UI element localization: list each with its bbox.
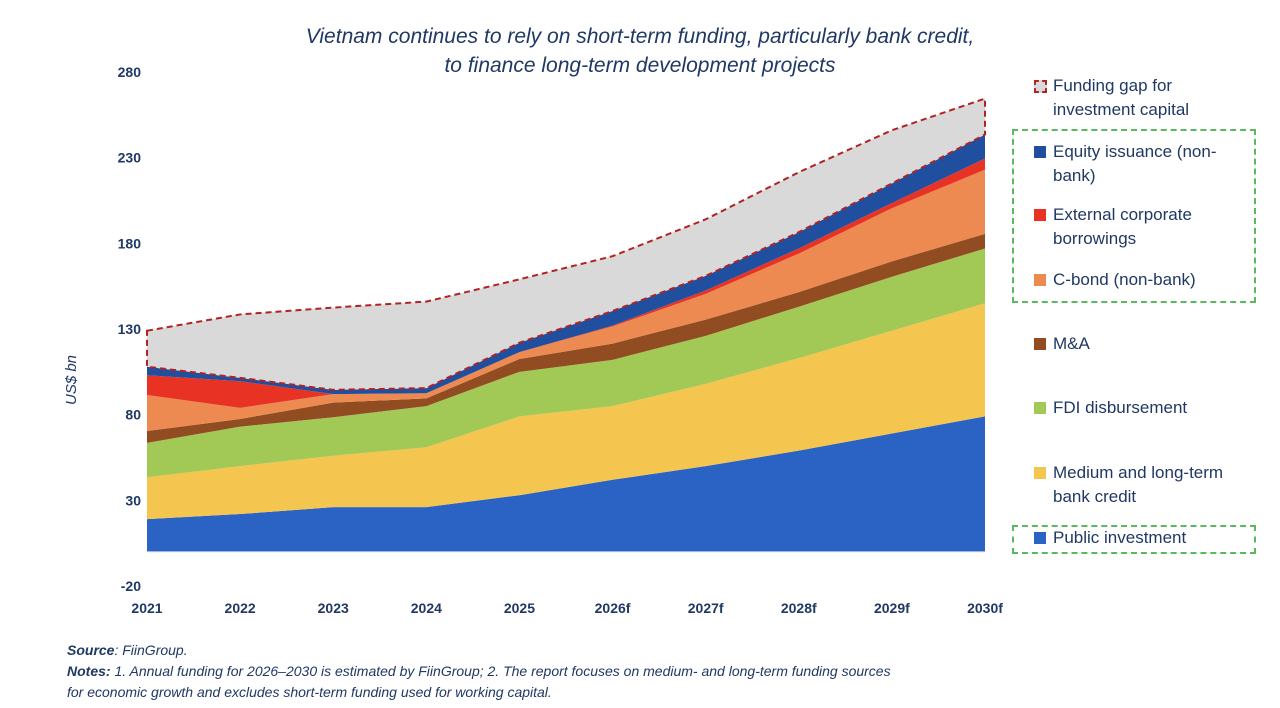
x-tick-label: 2030f xyxy=(967,600,1003,616)
area-m-a xyxy=(147,233,985,443)
legend-label: FDI disbursement xyxy=(1053,398,1188,417)
x-tick-label: 2025 xyxy=(504,600,535,616)
y-tick-label: 180 xyxy=(118,235,142,251)
title-line-1: Vietnam continues to rely on short-term … xyxy=(305,25,975,48)
notes-text: 1. Annual funding for 2026–2030 is estim… xyxy=(110,663,891,679)
legend-label: borrowings xyxy=(1053,229,1137,248)
area-external-corporate-borrowings xyxy=(147,158,985,408)
x-tick-label: 2021 xyxy=(131,600,162,616)
area-public-investment xyxy=(147,416,985,552)
source-label: Source xyxy=(67,642,115,658)
legend-label: Public investment xyxy=(1053,528,1187,547)
legend-label: Funding gap for xyxy=(1053,76,1173,95)
x-tick-label: 2023 xyxy=(318,600,349,616)
source-note: Source: FiinGroup. xyxy=(67,640,188,661)
area-medium-and-long-term-bank-credit xyxy=(147,303,985,520)
legend-swatch xyxy=(1034,146,1046,158)
legend-swatch xyxy=(1034,274,1046,286)
notes-line-2: for economic growth and excludes short-t… xyxy=(67,682,552,703)
title-line-2: to finance long-term development project… xyxy=(444,54,836,77)
legend-group-box xyxy=(1012,129,1256,303)
legend-swatch xyxy=(1034,209,1046,221)
funding-gap-outline xyxy=(146,97,986,391)
x-tick-label: 2026f xyxy=(595,600,631,616)
y-tick-label: 130 xyxy=(118,321,142,337)
legend-label: Medium and long-term xyxy=(1053,463,1224,482)
x-tick-label: 2022 xyxy=(225,600,256,616)
notes-label: Notes: xyxy=(67,663,111,679)
legend-item: External corporate borrowings xyxy=(1034,203,1253,251)
source-text: : FiinGroup. xyxy=(114,642,188,658)
legend-label: External corporate xyxy=(1053,205,1192,224)
y-tick-label: 280 xyxy=(118,64,142,80)
area-fdi-disbursement xyxy=(147,248,985,478)
notes-text-2: for economic growth and excludes short-t… xyxy=(67,684,552,700)
legend-item: Equity issuance (non-bank) xyxy=(1034,140,1253,188)
chart-title: Vietnam continues to rely on short-term … xyxy=(0,22,1280,80)
legend-label: Equity issuance (non- xyxy=(1053,142,1217,161)
x-tick-label: 2029f xyxy=(874,600,910,616)
legend-label: bank) xyxy=(1053,166,1096,185)
legend-swatch xyxy=(1034,467,1046,479)
legend-item: M&A xyxy=(1034,332,1253,356)
notes-line-1: Notes: 1. Annual funding for 2026–2030 i… xyxy=(67,661,891,682)
y-axis-title: US$ bn xyxy=(63,355,80,405)
legend-swatch xyxy=(1034,80,1047,93)
area-funding-gap-for-investment-capital xyxy=(147,98,985,390)
y-tick-label: 80 xyxy=(125,407,141,423)
legend-item: Medium and long-term bank credit xyxy=(1034,461,1253,509)
x-tick-label: 2027f xyxy=(688,600,724,616)
x-tick-label: 2028f xyxy=(781,600,817,616)
legend-group-box xyxy=(1012,525,1256,554)
legend-label: C-bond (non-bank) xyxy=(1053,270,1196,289)
legend-label: investment capital xyxy=(1053,100,1190,119)
legend-swatch xyxy=(1034,532,1046,544)
legend-item: FDI disbursement xyxy=(1034,396,1253,420)
x-tick-label: 2024 xyxy=(411,600,442,616)
legend-item: Funding gap for investment capital xyxy=(1034,74,1253,122)
legend-label: M&A xyxy=(1053,334,1090,353)
legend-label: bank credit xyxy=(1053,487,1137,506)
legend-item: C-bond (non-bank) xyxy=(1034,268,1253,292)
legend-swatch xyxy=(1034,402,1046,414)
y-tick-label: 30 xyxy=(125,492,141,508)
y-tick-label: 230 xyxy=(118,150,142,166)
legend-item: Public investment xyxy=(1034,526,1253,550)
legend-swatch xyxy=(1034,338,1046,350)
y-tick-label: -20 xyxy=(121,578,141,594)
